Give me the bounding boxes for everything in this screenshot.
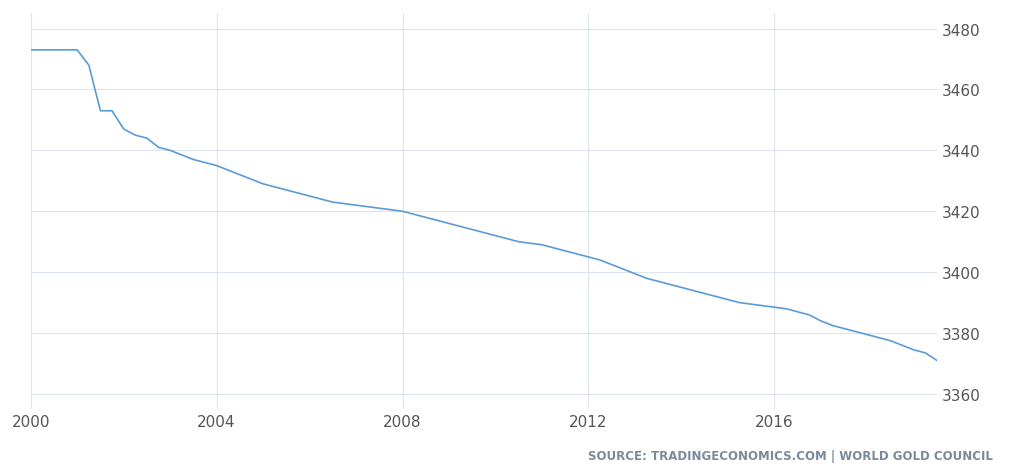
Text: SOURCE: TRADINGECONOMICS.COM | WORLD GOLD COUNCIL: SOURCE: TRADINGECONOMICS.COM | WORLD GOL… xyxy=(589,449,993,462)
